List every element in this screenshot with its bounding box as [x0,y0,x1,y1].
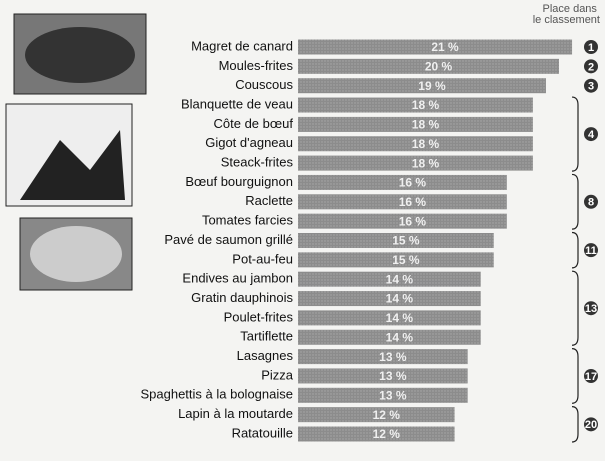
photo-detail [30,226,122,282]
rank-label: 8 [588,197,594,209]
category-label: Gratin dauphinois [191,290,293,305]
rank-bracket [572,233,578,268]
photos [6,14,146,290]
value-label: 13 % [379,388,407,402]
value-label: 14 % [386,311,414,325]
chart: Place dans le classement Magret de canar… [0,0,605,461]
value-label: 12 % [373,408,401,422]
category-label: Lapin à la moutarde [178,406,293,421]
rank-label: 4 [588,129,595,141]
value-label: 18 % [412,137,440,151]
category-label: Steack-frites [221,155,294,170]
value-label: 19 % [418,79,446,93]
category-label: Couscous [235,77,293,92]
category-label: Moules-frites [219,58,294,73]
rank-label: 20 [585,419,597,431]
rank-label: 1 [588,42,594,54]
value-label: 15 % [392,253,420,267]
value-label: 18 % [412,118,440,132]
category-label: Pot-au-feu [232,251,293,266]
category-label: Gigot d'agneau [205,135,293,150]
rank-label: 2 [588,61,594,73]
category-label: Blanquette de veau [181,96,293,111]
value-label: 18 % [412,156,440,170]
value-label: 14 % [386,330,414,344]
category-label: Endives au jambon [182,271,293,286]
category-label: Lasagnes [237,348,294,363]
value-label: 14 % [386,272,414,286]
category-label: Magret de canard [191,38,293,53]
value-label: 14 % [386,292,414,306]
rank-bracket [572,349,578,404]
category-label: Tartiflette [240,329,293,344]
category-label: Tomates farcies [202,213,294,228]
category-label: Raclette [245,193,293,208]
category-label: Poulet-frites [224,309,294,324]
rank-header-line: le classement [533,14,600,26]
value-label: 21 % [431,40,459,54]
value-label: 16 % [399,214,427,228]
value-label: 15 % [392,234,420,248]
category-label: Côte de bœuf [214,116,294,131]
rank-label: 13 [585,303,597,315]
rank-bracket [572,174,578,229]
value-label: 16 % [399,195,427,209]
rank-label: 3 [588,81,594,93]
rank-bracket [572,97,578,171]
category-label: Pizza [261,367,294,382]
value-label: 13 % [379,369,407,383]
value-label: 20 % [425,60,453,74]
rank-label: 11 [585,245,597,257]
category-label: Ratatouille [232,425,293,440]
value-label: 16 % [399,176,427,190]
value-label: 13 % [379,350,407,364]
photo-detail [25,27,135,83]
rank-bracket [572,407,578,442]
value-label: 18 % [412,98,440,112]
category-label: Spaghettis à la bolognaise [140,387,293,402]
rank-label: 17 [585,371,597,383]
category-label: Pavé de saumon grillé [164,232,293,247]
value-label: 12 % [373,427,401,441]
category-label: Bœuf bourguignon [185,174,293,189]
rank-bracket [572,271,578,345]
rank-header: Place dans le classement [533,3,600,26]
